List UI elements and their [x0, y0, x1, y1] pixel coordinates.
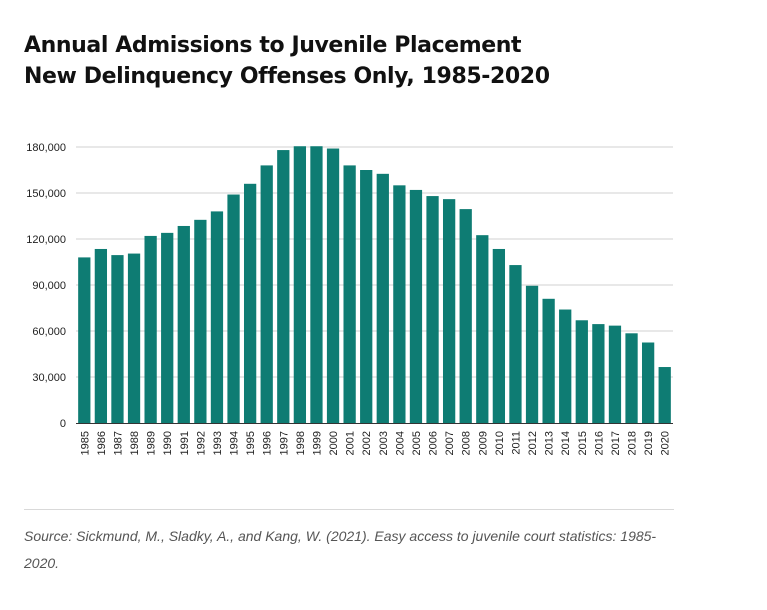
- bar-2016: [592, 324, 605, 423]
- x-tick-label: 1991: [179, 431, 191, 455]
- x-tick-label: 2011: [510, 431, 522, 455]
- bars: [78, 146, 671, 424]
- y-tick-label: 30,000: [32, 372, 66, 384]
- bar-2020: [658, 367, 671, 423]
- bar-1986: [94, 248, 108, 423]
- bar-1991: [177, 225, 190, 423]
- y-axis-tick-labels: 0 30,000 60,000 90,000 120,000 150,000 180,000: [26, 142, 66, 430]
- x-tick-label: 1999: [311, 431, 323, 455]
- x-tick-label: 1995: [245, 431, 257, 455]
- bar-1989: [144, 235, 157, 423]
- bar-1997: [277, 150, 290, 423]
- x-tick-label: 2019: [643, 431, 655, 455]
- x-tick-label: 1996: [262, 431, 274, 455]
- bar-1990: [161, 232, 174, 423]
- bar-2000: [326, 148, 340, 423]
- bar-1994: [227, 194, 240, 423]
- bar-1999: [310, 146, 323, 424]
- bar-2019: [641, 342, 655, 423]
- bar-2004: [393, 185, 406, 423]
- x-tick-label: 2003: [378, 431, 390, 455]
- bar-2017: [608, 325, 622, 423]
- x-tick-label: 2008: [461, 431, 473, 455]
- x-axis-tick-labels: 1985 1986 1987 1988 1989 1990 1991 1992 1993 1994…: [79, 431, 671, 455]
- source-note: Source: Sickmund, M., Sladky, A., and Ka…: [24, 528, 657, 571]
- bar-2013: [542, 298, 555, 423]
- bar-1987: [111, 255, 124, 423]
- x-tick-label: 2009: [477, 431, 489, 455]
- x-tick-label: 1993: [212, 431, 224, 455]
- x-tick-label: 1989: [146, 431, 158, 455]
- x-tick-label: 1992: [195, 431, 207, 455]
- x-tick-label: 2015: [577, 431, 589, 455]
- x-tick-label: 2001: [345, 431, 357, 455]
- y-tick-label: 150,000: [26, 188, 66, 200]
- x-tick-label: 1987: [112, 431, 124, 455]
- x-tick-label: 2006: [428, 431, 440, 455]
- y-tick-label: 90,000: [32, 280, 66, 292]
- x-tick-label: 2010: [494, 431, 506, 455]
- x-tick-label: 1990: [162, 431, 174, 455]
- y-tick-label: 180,000: [26, 142, 66, 154]
- y-tick-label: 60,000: [32, 326, 66, 338]
- bar-2002: [360, 170, 373, 423]
- x-tick-label: 2012: [527, 431, 539, 455]
- bar-1996: [260, 165, 273, 423]
- bar-2011: [509, 265, 522, 423]
- x-tick-label: 2014: [560, 431, 572, 455]
- x-tick-label: 2007: [444, 431, 456, 455]
- x-tick-label: 1997: [278, 431, 290, 455]
- x-tick-label: 2016: [593, 431, 605, 455]
- x-tick-label: 2013: [544, 431, 556, 455]
- bar-1998: [293, 146, 307, 424]
- bar-2001: [343, 165, 356, 423]
- bar-2018: [625, 333, 638, 423]
- bar-1988: [127, 253, 141, 423]
- bar-2012: [525, 285, 539, 423]
- x-tick-label: 2002: [361, 431, 373, 455]
- bar-chart: 0 30,000 60,000 90,000 120,000 150,000 180,000…: [26, 142, 673, 455]
- x-tick-label: 2004: [394, 431, 406, 455]
- bar-2009: [476, 235, 489, 423]
- gridlines: [76, 146, 673, 378]
- x-tick-label: 1986: [96, 431, 108, 455]
- y-tick-label: 120,000: [26, 234, 66, 246]
- bar-2005: [409, 189, 423, 423]
- chart-title-line-1: Annual Admissions to Juvenile Placement: [24, 33, 522, 58]
- bar-2006: [426, 196, 439, 423]
- bar-2010: [492, 248, 506, 423]
- chart-title-line-2: New Delinquency Offenses Only, 1985-2020: [24, 64, 550, 89]
- bar-2015: [575, 320, 588, 423]
- x-tick-label: 2017: [610, 431, 622, 455]
- x-tick-label: 1988: [129, 431, 141, 455]
- bar-2003: [376, 173, 389, 423]
- bar-1992: [194, 219, 207, 423]
- y-tick-label: 0: [60, 418, 66, 430]
- x-tick-label: 2000: [328, 431, 340, 455]
- x-tick-label: 1994: [229, 431, 241, 455]
- x-tick-label: 2018: [627, 431, 639, 455]
- bar-1993: [210, 211, 224, 423]
- x-tick-label: 1998: [295, 431, 307, 455]
- x-tick-label: 2020: [660, 431, 672, 455]
- bar-2008: [459, 209, 472, 423]
- chart-title: Annual Admissions to Juvenile Placement …: [24, 30, 744, 92]
- x-tick-label: 2005: [411, 431, 423, 455]
- bar-1995: [243, 183, 257, 423]
- footer-divider: [24, 509, 674, 510]
- bar-2014: [559, 309, 572, 423]
- bar-1985: [78, 257, 91, 423]
- x-tick-label: 1985: [79, 431, 91, 455]
- bar-2007: [442, 199, 456, 423]
